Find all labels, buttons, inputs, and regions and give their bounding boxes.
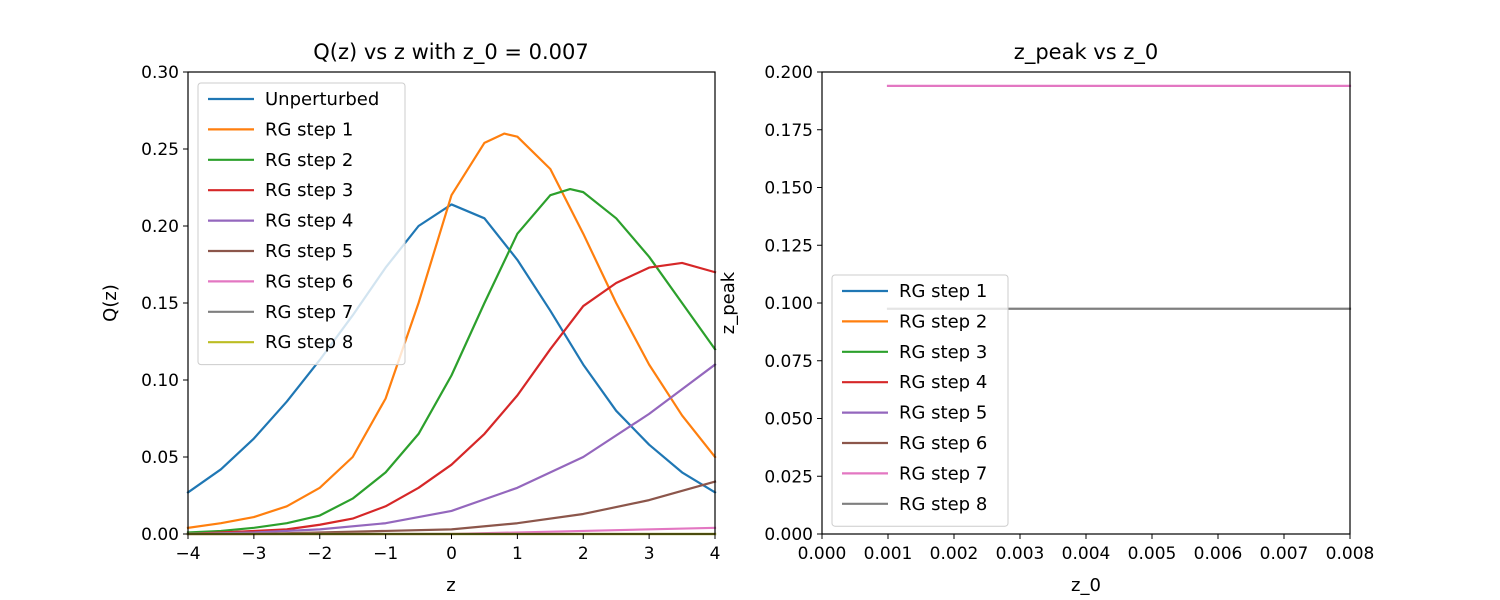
right-chart-legend-box xyxy=(831,274,1009,527)
right-chart-legend-label: RG step 5 xyxy=(899,403,987,424)
right-chart-xtick-label: 0.008 xyxy=(1326,544,1375,564)
right-chart-ytick-label: 0.125 xyxy=(764,236,813,256)
left-chart-series-line-3 xyxy=(186,187,717,534)
left-chart-ticks: −4 −3 −2 −1 0 1 2 3 4 0.00 0.05 0.10 0.15 0.20 0.25 0.3… xyxy=(141,63,720,564)
right-chart-title: z_peak vs z_0 xyxy=(1014,40,1158,65)
left-chart-series-line-4 xyxy=(186,261,717,536)
left-chart-legend-label: RG step 1 xyxy=(265,119,353,140)
left-chart-xtick-label: 2 xyxy=(578,544,589,564)
right-chart-legend-label: RG step 3 xyxy=(899,342,987,363)
right-chart-ytick-label: 0.100 xyxy=(764,294,813,314)
right-chart-ylabel: z_peak xyxy=(718,271,739,334)
right-chart-ytick-label: 0.000 xyxy=(764,525,813,545)
left-chart-xtick-label: 3 xyxy=(644,544,655,564)
right-chart-xtick-label: 0.003 xyxy=(996,544,1045,564)
left-chart-xtick-label: −2 xyxy=(307,544,332,564)
left-chart-xtick-label: −4 xyxy=(175,544,200,564)
right-chart: z_peak vs z_0 0.000 0.001 0.002 0.003 0.004 0… xyxy=(718,40,1374,596)
left-chart-legend-label: RG step 5 xyxy=(265,241,353,262)
left-chart-xtick-label: 1 xyxy=(512,544,523,564)
left-chart-legend-label: RG step 4 xyxy=(265,211,353,232)
left-chart-xtick-label: 4 xyxy=(710,544,721,564)
left-chart-legend-label: Unperturbed xyxy=(265,89,379,110)
left-chart-ytick-label: 0.05 xyxy=(141,448,179,468)
left-chart-ytick-label: 0.15 xyxy=(141,294,179,314)
right-chart-xtick-label: 0.006 xyxy=(1194,544,1243,564)
left-chart-series-line-1 xyxy=(186,203,717,494)
right-chart-ytick-label: 0.025 xyxy=(764,467,813,487)
left-chart-xlabel: z xyxy=(446,575,455,596)
right-chart-legend-label: RG step 1 xyxy=(899,281,987,302)
right-chart-ticks: 0.000 0.001 0.002 0.003 0.004 0.005 0.006 0.007… xyxy=(764,63,1374,564)
left-chart-legend-box xyxy=(197,82,406,366)
left-chart-ytick-label: 0.30 xyxy=(141,63,179,83)
right-chart-ytick-label: 0.150 xyxy=(764,179,813,199)
right-chart-ytick-label: 0.075 xyxy=(764,352,813,372)
right-chart-ytick-label: 0.200 xyxy=(764,63,813,83)
left-chart-series-line-5 xyxy=(186,363,717,536)
left-chart-legend-label: RG step 6 xyxy=(265,271,353,292)
left-chart-ytick-label: 0.10 xyxy=(141,371,179,391)
right-chart-legend-label: RG step 8 xyxy=(899,494,987,515)
left-chart-legend-label: RG step 2 xyxy=(265,150,353,171)
left-chart: Q(z) vs z with z_0 = 0.007 −4 −3 −2 −1 0 1 2 3 4… xyxy=(100,40,720,596)
left-chart-xtick-label: 0 xyxy=(446,544,457,564)
right-chart-xtick-label: 0.002 xyxy=(930,544,979,564)
left-chart-ytick-label: 0.20 xyxy=(141,217,179,237)
right-chart-xtick-label: 0.004 xyxy=(1062,544,1111,564)
right-chart-legend: RG step 1 RG step 2 RG step 3 RG step 4 RG s… xyxy=(831,274,1009,527)
right-chart-ytick-label: 0.175 xyxy=(764,121,813,141)
right-chart-legend-label: RG step 2 xyxy=(899,311,987,332)
left-chart-title: Q(z) vs z with z_0 = 0.007 xyxy=(313,40,589,65)
right-chart-ytick-label: 0.050 xyxy=(764,410,813,430)
right-chart-xtick-label: 0.000 xyxy=(798,544,847,564)
right-chart-legend-label: RG step 7 xyxy=(899,463,987,484)
right-chart-xtick-label: 0.001 xyxy=(864,544,913,564)
right-chart-legend-label: RG step 6 xyxy=(899,433,987,454)
left-chart-legend: Unperturbed RG step 1 RG step 2 RG step 3 RG… xyxy=(197,82,406,366)
right-chart-xlabel: z_0 xyxy=(1071,575,1101,596)
left-chart-series-line-2 xyxy=(186,132,717,530)
left-chart-ytick-label: 0.00 xyxy=(141,525,179,545)
left-chart-xtick-label: −3 xyxy=(241,544,266,564)
right-chart-xtick-label: 0.005 xyxy=(1128,544,1177,564)
right-chart-xtick-label: 0.007 xyxy=(1260,544,1309,564)
left-chart-xtick-label: −1 xyxy=(373,544,398,564)
left-chart-ylabel: Q(z) xyxy=(100,284,121,322)
left-chart-legend-label: RG step 8 xyxy=(265,332,353,353)
left-chart-ytick-label: 0.25 xyxy=(141,140,179,160)
left-chart-legend-label: RG step 3 xyxy=(265,180,353,201)
left-chart-legend-label: RG step 7 xyxy=(265,302,353,323)
right-chart-legend-label: RG step 4 xyxy=(899,372,987,393)
